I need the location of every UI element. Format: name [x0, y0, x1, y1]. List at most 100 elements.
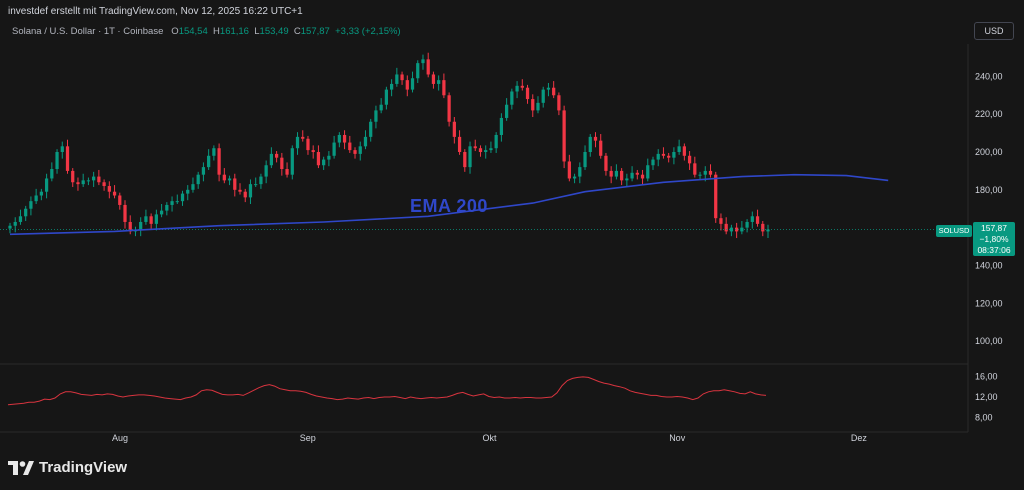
tradingview-logo-text: TradingView [39, 459, 128, 476]
candle-body [735, 227, 739, 232]
candle-body [693, 163, 697, 175]
low-value: 153,49 [259, 26, 289, 37]
candle-body [139, 221, 143, 230]
candle-body [259, 176, 263, 185]
candle-body [233, 178, 237, 190]
candle-body [39, 191, 43, 196]
candle-body [761, 223, 765, 232]
candle-body [457, 136, 462, 152]
candle-body [395, 74, 399, 84]
candle-body [112, 191, 117, 196]
candle-body [525, 87, 530, 100]
low-label: L [254, 26, 260, 37]
candle-body [572, 176, 577, 179]
tradingview-logo[interactable]: TradingView [8, 459, 127, 476]
open-label: O [171, 26, 179, 37]
candle-body [609, 170, 613, 177]
candle-body [348, 142, 352, 151]
candle-body [682, 146, 686, 156]
candle-body [421, 59, 425, 64]
candle-body [369, 121, 373, 137]
ema-annotation: EMA 200 [410, 196, 488, 216]
candle-body [546, 87, 551, 90]
candle-body [201, 167, 206, 175]
candle-body [222, 174, 226, 181]
candle-body [102, 182, 106, 187]
candle-body [562, 110, 566, 162]
candle-body [400, 74, 404, 81]
candle-body [118, 195, 122, 205]
candle-body [442, 80, 446, 96]
candle-body [212, 148, 216, 156]
candle-body [327, 155, 331, 160]
candle-body [499, 117, 504, 135]
change-value: +3,33 (+2,15%) [335, 26, 401, 37]
high-label: H [213, 26, 220, 37]
candle-body [86, 180, 91, 182]
candle-body [243, 191, 247, 198]
candle-body [719, 218, 723, 224]
candle-body [227, 178, 232, 181]
candle-body [620, 170, 624, 181]
candle-body [630, 172, 634, 179]
tradingview-logo-icon [8, 460, 34, 475]
candle-body [583, 152, 587, 168]
candle-body [515, 85, 519, 92]
time-tick-label: Nov [669, 433, 686, 443]
symbol-title[interactable]: Solana / U.S. Dollar · 1T · Coinbase [12, 26, 164, 37]
candle-body [301, 136, 305, 139]
bar-countdown: 08:37:06 [977, 245, 1011, 255]
candle-body [536, 102, 540, 111]
ema200-line [9, 173, 889, 236]
candle-body [588, 136, 592, 152]
candle-body [484, 150, 488, 152]
candle-body [672, 152, 676, 158]
candle-body [510, 91, 514, 105]
candle-body [494, 134, 498, 149]
candle-body [24, 208, 28, 217]
candle-body [13, 221, 17, 226]
candle-body [452, 121, 456, 137]
candle-body [50, 169, 54, 179]
last-price: 157,87 [981, 223, 1007, 233]
candle-body [531, 99, 535, 111]
candle-body [76, 182, 80, 185]
atr-tick-label: 12,00 [975, 392, 998, 402]
candle-body [557, 95, 561, 111]
candle-body [729, 227, 734, 232]
watermark-caption: investdef erstellt mit TradingView.com, … [8, 6, 303, 17]
candle-body [180, 193, 185, 202]
candle-body [280, 157, 284, 170]
candle-body [128, 221, 132, 232]
candle-body [384, 89, 389, 105]
candle-body [60, 146, 64, 152]
candle-body [708, 170, 713, 175]
candle-body [599, 140, 603, 156]
candle-body [154, 214, 158, 224]
candle-body [107, 186, 111, 192]
candle-body [410, 78, 415, 90]
candle-body [698, 174, 702, 176]
candle-body [311, 150, 315, 152]
candle-body [196, 174, 200, 185]
candle-body [264, 165, 268, 177]
candle-body [552, 87, 556, 96]
candle-body [207, 155, 211, 168]
currency-button[interactable]: USD [974, 22, 1014, 40]
candle-body [191, 184, 195, 190]
candle-body [703, 170, 707, 175]
candle-body [363, 136, 368, 147]
high-value: 161,16 [219, 26, 249, 37]
candle-body [159, 210, 164, 215]
candle-body [520, 85, 524, 88]
candle-body [489, 148, 493, 151]
candle-body [65, 146, 70, 171]
candle-body [34, 195, 38, 202]
candle-body [165, 204, 169, 211]
price-tick-label: 180,00 [975, 185, 1003, 195]
price-tick-label: 120,00 [975, 298, 1003, 308]
candle-body [667, 155, 671, 158]
price-tick-label: 140,00 [975, 260, 1003, 270]
last-price-tag: 157,87 −1,80% 08:37:06 [973, 222, 1015, 256]
